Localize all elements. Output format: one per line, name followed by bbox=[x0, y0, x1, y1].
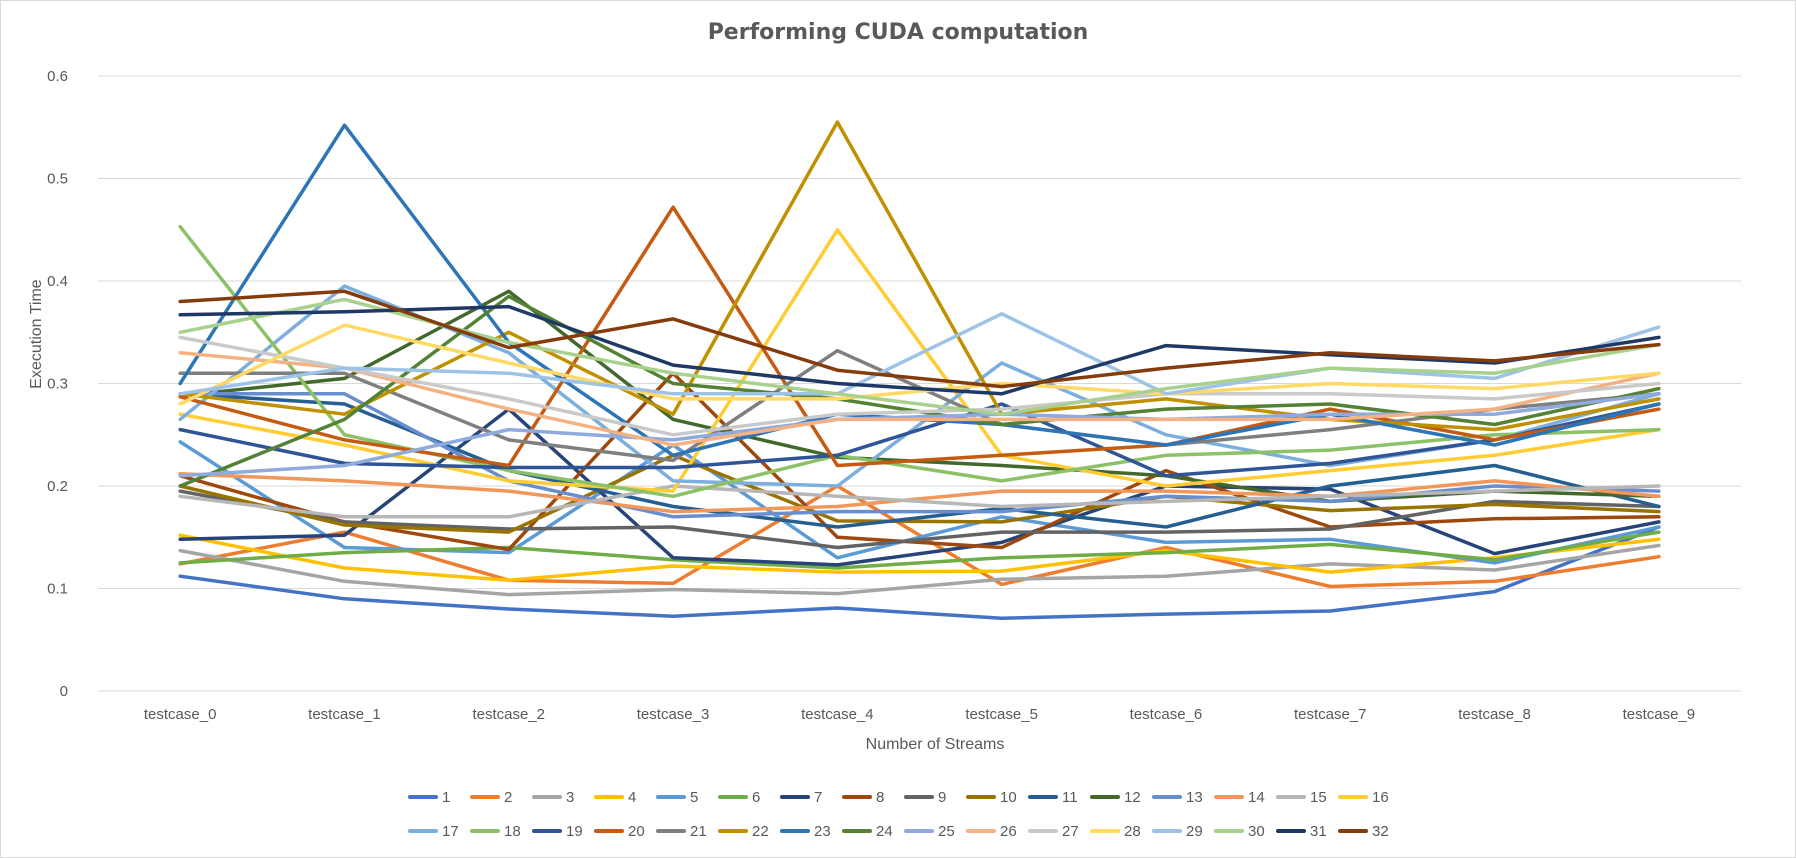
x-axis-ticks: testcase_0 testcase_1 testcase_2 testcase_3… bbox=[144, 706, 1695, 723]
series-line-6 bbox=[178, 530, 1661, 570]
series-line-9 bbox=[178, 489, 1661, 550]
series-line-16 bbox=[178, 228, 1661, 493]
y-tick-label: 0.5 bbox=[47, 171, 68, 188]
legend-label: 15 bbox=[1310, 789, 1327, 806]
y-axis-label: Execution Time bbox=[28, 279, 45, 388]
legend-label: 18 bbox=[504, 823, 521, 840]
legend-label: 25 bbox=[938, 823, 955, 840]
legend-label: 32 bbox=[1372, 823, 1389, 840]
legend-label: 3 bbox=[566, 789, 574, 806]
legend-label: 6 bbox=[752, 789, 760, 806]
y-tick-label: 0.4 bbox=[47, 273, 68, 290]
legend-label: 20 bbox=[628, 823, 645, 840]
legend-label: 10 bbox=[1000, 789, 1017, 806]
legend-label: 12 bbox=[1124, 789, 1141, 806]
legend-label: 5 bbox=[690, 789, 698, 806]
series-line-31 bbox=[178, 304, 1661, 396]
y-tick-label: 0 bbox=[60, 683, 68, 700]
series-line-2 bbox=[178, 484, 1661, 589]
legend-label: 13 bbox=[1186, 789, 1203, 806]
y-tick-label: 0.2 bbox=[47, 478, 68, 495]
x-tick-label: testcase_6 bbox=[1130, 706, 1203, 723]
legend-label: 7 bbox=[814, 789, 822, 806]
legend-label: 28 bbox=[1124, 823, 1141, 840]
series-line-3 bbox=[178, 543, 1661, 597]
series-line-26 bbox=[178, 351, 1661, 447]
legend-label: 23 bbox=[814, 823, 831, 840]
legend-label: 24 bbox=[876, 823, 893, 840]
x-tick-label: testcase_4 bbox=[801, 706, 874, 723]
series-line-4 bbox=[178, 533, 1661, 583]
legend-label: 14 bbox=[1248, 789, 1265, 806]
series-line-32 bbox=[178, 289, 1661, 389]
series-line-27 bbox=[178, 335, 1661, 437]
series-line-14 bbox=[178, 471, 1661, 514]
legend-label: 30 bbox=[1248, 823, 1265, 840]
legend-label: 1 bbox=[442, 789, 450, 806]
y-axis-ticks: 0 0.1 0.2 0.3 0.4 0.5 0.6 bbox=[47, 68, 68, 700]
x-tick-label: testcase_8 bbox=[1458, 706, 1531, 723]
y-tick-label: 0.1 bbox=[47, 581, 68, 598]
series-line-19 bbox=[178, 402, 1661, 478]
legend-label: 29 bbox=[1186, 823, 1203, 840]
legend-label: 16 bbox=[1372, 789, 1389, 806]
x-tick-label: testcase_0 bbox=[144, 706, 217, 723]
series-lines bbox=[178, 120, 1661, 620]
legend-label: 8 bbox=[876, 789, 884, 806]
x-tick-label: testcase_1 bbox=[308, 706, 381, 723]
legend-label: 27 bbox=[1062, 823, 1079, 840]
x-tick-label: testcase_9 bbox=[1623, 706, 1696, 723]
series-line-10 bbox=[178, 453, 1661, 534]
legend-label: 21 bbox=[690, 823, 707, 840]
legend-label: 9 bbox=[938, 789, 946, 806]
legend-label: 26 bbox=[1000, 823, 1017, 840]
legend-label: 19 bbox=[566, 823, 583, 840]
legend-label: 31 bbox=[1310, 823, 1327, 840]
series-line-1 bbox=[178, 525, 1661, 620]
legend-label: 4 bbox=[628, 789, 636, 806]
x-axis-label: Number of Streams bbox=[866, 736, 1005, 753]
x-tick-label: testcase_2 bbox=[472, 706, 545, 723]
legend-label: 11 bbox=[1062, 789, 1078, 806]
x-tick-label: testcase_5 bbox=[965, 706, 1038, 723]
series-line-22 bbox=[178, 120, 1661, 432]
series-line-8 bbox=[178, 371, 1661, 552]
y-tick-label: 0.3 bbox=[47, 376, 68, 393]
x-tick-label: testcase_7 bbox=[1294, 706, 1367, 723]
y-tick-label: 0.6 bbox=[47, 68, 68, 85]
chart-title: Performing CUDA computation bbox=[708, 20, 1089, 45]
series-line-29 bbox=[178, 312, 1661, 396]
legend-label: 2 bbox=[504, 789, 512, 806]
legend-label: 22 bbox=[752, 823, 769, 840]
legend-label: 17 bbox=[442, 823, 459, 840]
x-tick-label: testcase_3 bbox=[637, 706, 710, 723]
series-line-23 bbox=[178, 123, 1661, 458]
series-line-28 bbox=[178, 323, 1661, 406]
series-line-15 bbox=[178, 484, 1661, 519]
